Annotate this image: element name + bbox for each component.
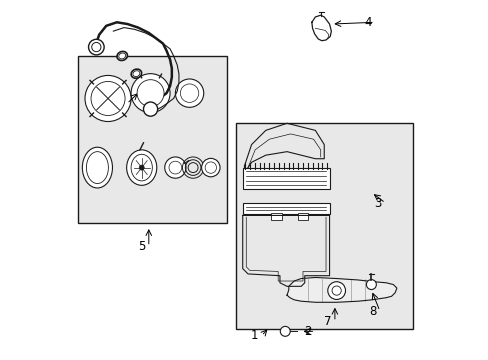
- Bar: [78, 56, 226, 222]
- Circle shape: [201, 158, 220, 177]
- Ellipse shape: [82, 147, 112, 188]
- Text: 6: 6: [116, 97, 123, 110]
- Circle shape: [164, 157, 185, 178]
- Circle shape: [169, 161, 182, 174]
- Ellipse shape: [131, 154, 152, 181]
- Polygon shape: [286, 278, 396, 302]
- Circle shape: [131, 74, 170, 113]
- Ellipse shape: [86, 152, 108, 184]
- Polygon shape: [311, 15, 331, 41]
- Text: 8: 8: [368, 305, 376, 318]
- Circle shape: [175, 79, 203, 107]
- Circle shape: [331, 286, 341, 295]
- Circle shape: [139, 165, 144, 170]
- Circle shape: [88, 39, 104, 55]
- Ellipse shape: [117, 51, 127, 60]
- Circle shape: [327, 282, 345, 300]
- Ellipse shape: [133, 71, 140, 77]
- Circle shape: [85, 76, 131, 122]
- Text: 3: 3: [374, 197, 381, 210]
- Ellipse shape: [131, 69, 142, 78]
- Circle shape: [92, 42, 101, 52]
- Bar: [297, 213, 307, 220]
- Text: 2: 2: [304, 325, 311, 338]
- Text: 5: 5: [138, 240, 145, 253]
- Circle shape: [180, 84, 198, 102]
- Circle shape: [91, 81, 125, 116]
- Bar: [235, 123, 412, 329]
- Text: 7: 7: [323, 315, 331, 328]
- Circle shape: [143, 102, 157, 116]
- Text: 1: 1: [250, 329, 258, 342]
- Circle shape: [137, 80, 163, 107]
- Ellipse shape: [119, 53, 125, 59]
- Ellipse shape: [126, 150, 157, 185]
- Bar: [242, 203, 329, 214]
- Bar: [242, 168, 329, 189]
- Circle shape: [280, 327, 290, 336]
- Circle shape: [205, 162, 216, 173]
- Bar: [270, 213, 281, 220]
- Text: 4: 4: [363, 16, 370, 29]
- Circle shape: [366, 280, 376, 289]
